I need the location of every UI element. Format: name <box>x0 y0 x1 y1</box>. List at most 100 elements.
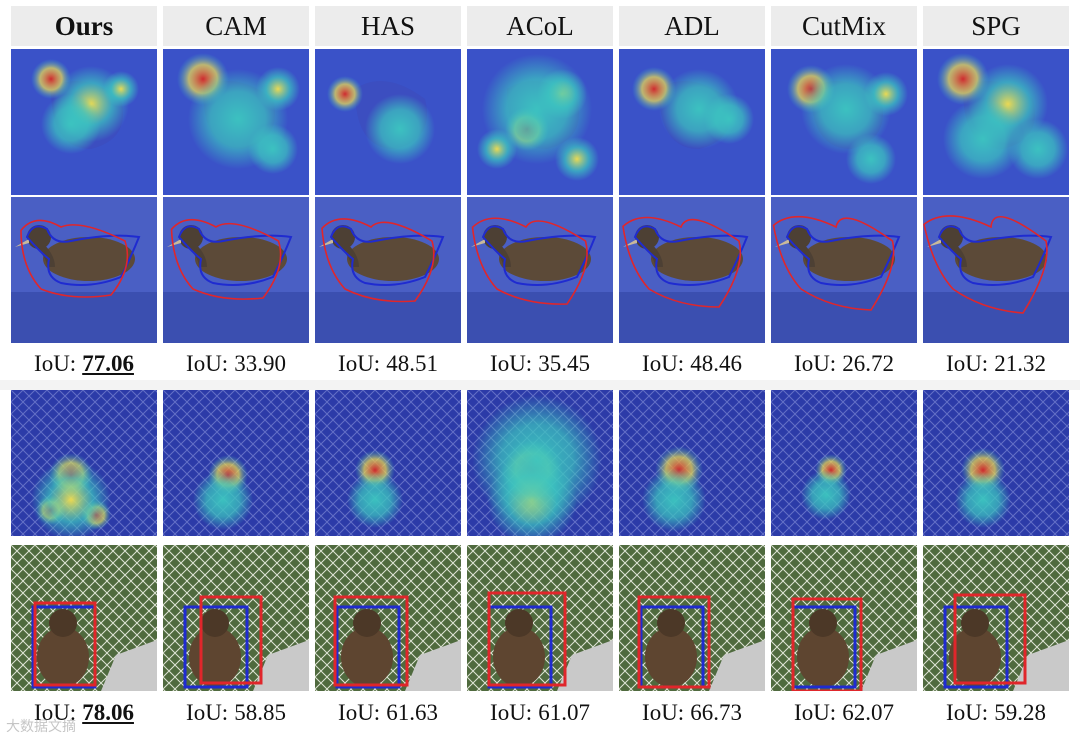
iou-value: 48.51 <box>386 351 438 376</box>
monkey-box-svg <box>467 545 613 691</box>
heat-blob <box>642 468 706 532</box>
bird-iou-caption: IoU: 48.51 <box>313 347 463 381</box>
monkey-heat-3-svg <box>467 390 613 536</box>
bird-outline-panel <box>467 197 613 343</box>
monkey-head <box>201 609 229 637</box>
bird-beak <box>319 239 333 247</box>
bird-iou-caption: IoU: 77.06 <box>9 347 159 381</box>
iou-label: IoU: <box>34 700 77 725</box>
bird-outline-panel <box>619 197 765 343</box>
bird-outline-panel <box>923 197 1069 343</box>
monkey-heatmap-panel <box>619 390 765 536</box>
iou-label: IoU: <box>946 700 989 725</box>
iou-value: 33.90 <box>234 351 286 376</box>
monkey-heat-0-svg <box>11 390 157 536</box>
monkey-heatmap-panel <box>923 390 1069 536</box>
monkey-iou-caption: IoU: 61.07 <box>465 696 615 730</box>
monkey-box-panel <box>923 545 1069 691</box>
bird-heatmap-panel <box>11 49 157 195</box>
iou-value: 26.72 <box>842 351 894 376</box>
iou-label: IoU: <box>34 351 77 376</box>
monkey-heatmap-panel <box>467 390 613 536</box>
gt-outline <box>25 225 141 286</box>
heat-blob <box>943 99 1023 179</box>
heat-blob <box>801 470 851 520</box>
bird-body <box>43 237 135 281</box>
gt-outline <box>177 225 293 286</box>
bird-heat-4-svg <box>619 49 765 195</box>
heat-blob <box>955 472 1011 528</box>
iou-value: 21.32 <box>994 351 1046 376</box>
bird-iou-caption: IoU: 48.46 <box>617 347 767 381</box>
bird-body <box>347 237 439 281</box>
monkey-body <box>949 627 1001 687</box>
monkey-box-svg <box>11 545 157 691</box>
pred-outline <box>471 217 588 305</box>
bird-heatmap-panel <box>315 49 461 195</box>
pred-outline <box>20 219 129 298</box>
heat-blob <box>248 124 298 174</box>
watermark: 大数据文摘 <box>6 719 76 735</box>
monkey-box-svg <box>315 545 461 691</box>
iou-label: IoU: <box>338 700 381 725</box>
monkey-box-panel <box>163 545 309 691</box>
heat-blob <box>31 460 111 536</box>
heat-blob <box>347 472 403 528</box>
iou-value: 62.07 <box>842 700 894 725</box>
heat-blob <box>256 67 300 111</box>
column-header-spg: SPG <box>923 6 1069 46</box>
monkey-iou-caption: IoU: 62.07 <box>769 696 919 730</box>
monkey-heat-4-svg <box>619 390 765 536</box>
bird-heat-2-svg <box>315 49 461 195</box>
iou-value: 61.07 <box>538 700 590 725</box>
iou-value: 78.06 <box>82 700 134 725</box>
pred-box <box>199 595 263 685</box>
monkey-heatmap-panel <box>771 390 917 536</box>
monkey-box-panel <box>315 545 461 691</box>
bird-body <box>803 237 895 281</box>
iou-value: 58.85 <box>234 700 286 725</box>
monkey-iou-caption: IoU: 66.73 <box>617 696 767 730</box>
monkey-iou-caption: IoU: 78.06 <box>9 696 159 730</box>
monkey-body <box>37 627 89 687</box>
iou-value: 35.45 <box>538 351 590 376</box>
column-header-cutmix: CutMix <box>771 6 917 46</box>
bird-outline-svg <box>315 197 461 343</box>
rock <box>557 640 613 691</box>
pred-outline <box>772 215 895 311</box>
bird-heat-3-svg <box>467 49 613 195</box>
column-header-adl: ADL <box>619 6 765 46</box>
heat-blob <box>327 76 363 112</box>
monkey-iou-caption: IoU: 58.85 <box>161 696 311 730</box>
section-divider <box>0 380 1080 390</box>
heat-blob <box>103 71 139 107</box>
monkey-head <box>961 609 989 637</box>
heat-blob <box>846 134 896 184</box>
rock <box>101 640 157 691</box>
water-shadow <box>923 292 1069 343</box>
iou-label: IoU: <box>186 351 229 376</box>
monkey-box-panel <box>771 545 917 691</box>
water-shadow <box>163 292 309 343</box>
bird-neck <box>950 244 967 268</box>
bird-outline-panel <box>771 197 917 343</box>
gt-outline <box>937 225 1053 286</box>
iou-label: IoU: <box>490 700 533 725</box>
monkey-box-panel <box>467 545 613 691</box>
iou-value: 59.28 <box>994 700 1046 725</box>
monkey-head <box>505 609 533 637</box>
iou-label: IoU: <box>794 700 837 725</box>
bird-outline-panel <box>163 197 309 343</box>
iou-label: IoU: <box>186 700 229 725</box>
water-shadow <box>315 292 461 343</box>
pred-box <box>333 595 409 687</box>
gt-box <box>943 605 1009 689</box>
bird-heat-6-svg <box>923 49 1069 195</box>
monkey-heat-5-svg <box>771 390 917 536</box>
pred-outline <box>170 218 282 300</box>
column-header-acol: ACoL <box>467 6 613 46</box>
column-header-has: HAS <box>315 6 461 46</box>
monkey-box-svg <box>771 545 917 691</box>
pred-outline <box>923 215 1048 314</box>
bird-outline-svg <box>771 197 917 343</box>
